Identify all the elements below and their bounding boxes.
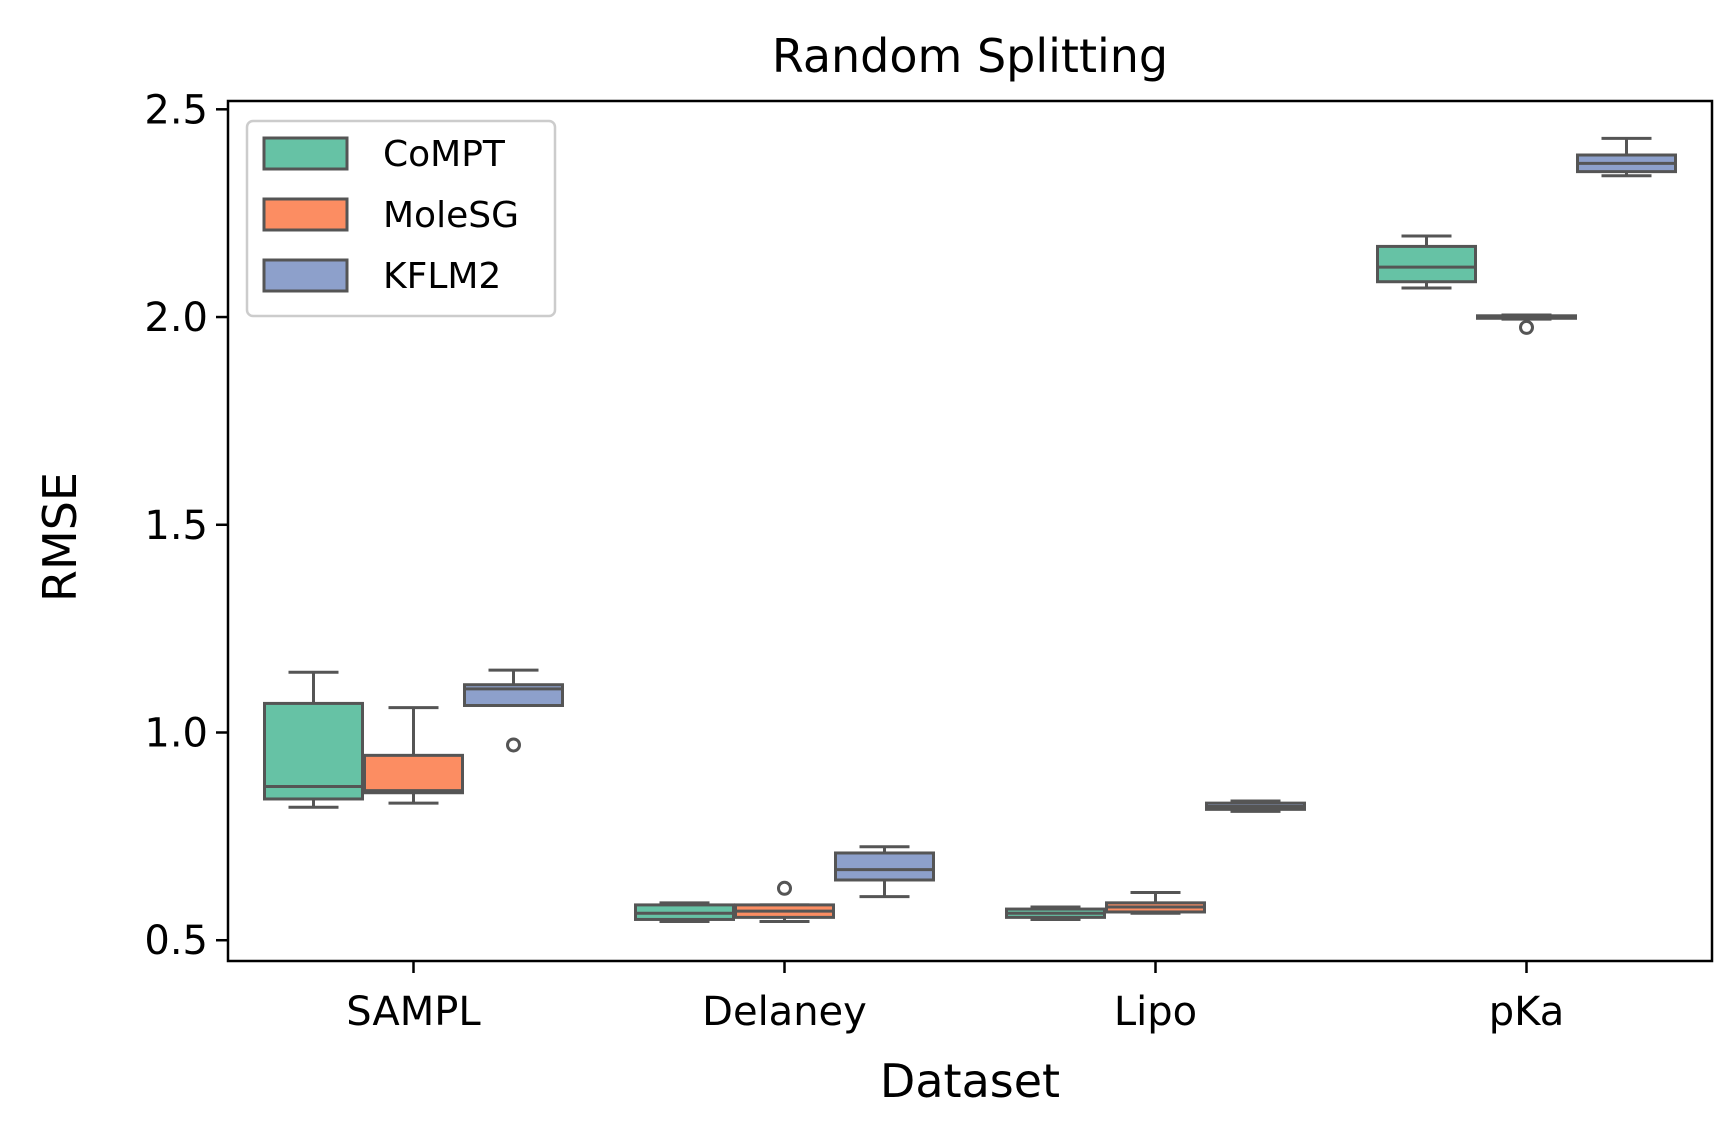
x-tick-label: SAMPL (346, 989, 481, 1035)
legend-swatch (262, 258, 349, 293)
x-tick-label: Lipo (1114, 989, 1197, 1035)
box-compt-sampl (263, 670, 364, 809)
outlier-point (1519, 319, 1534, 335)
box-body (363, 753, 464, 795)
y-tick-label: 0.5 (144, 918, 208, 964)
box-molesg-delaney (734, 880, 835, 924)
box-molesg-pka (1476, 313, 1577, 335)
y-tick-label: 1.0 (144, 710, 208, 756)
box-kflm2-pka (1576, 136, 1677, 178)
x-axis: SAMPL Delaney Lipo pKa (346, 961, 1564, 1035)
box-kflm2-sampl (463, 668, 564, 753)
x-tick-label: pKa (1489, 989, 1564, 1035)
legend-swatch (262, 136, 349, 171)
box-kflm2-delaney (834, 845, 935, 899)
box-body (263, 701, 364, 801)
box-compt-delaney (634, 901, 735, 924)
box-compt-lipo (1005, 905, 1106, 921)
y-tick-label: 1.5 (144, 503, 208, 549)
box-body (1376, 244, 1477, 284)
outlier-point (506, 737, 521, 753)
x-axis-title: Dataset (880, 1054, 1060, 1108)
legend-item-compt: CoMPT (262, 134, 506, 175)
plot-area (263, 136, 1677, 924)
legend-item-molesg: MoleSG (262, 195, 519, 236)
box-kflm2-lipo (1205, 799, 1306, 813)
box-molesg-lipo (1105, 890, 1206, 915)
box-body (834, 851, 935, 882)
y-tick-label: 2.5 (144, 87, 208, 133)
legend-label: MoleSG (383, 195, 519, 236)
y-axis: 0.5 1.0 1.5 2.0 2.5 (144, 87, 228, 964)
x-tick-label: Delaney (702, 989, 867, 1035)
legend-swatch (262, 197, 349, 232)
box-molesg-sampl (363, 706, 464, 805)
outlier-point (777, 880, 792, 896)
legend-label: CoMPT (383, 134, 506, 175)
y-tick-label: 2.0 (144, 295, 208, 341)
box-compt-pka (1376, 234, 1477, 290)
plot-frame (226, 99, 1714, 963)
legend-label: KFLM2 (383, 256, 501, 297)
y-axis-title: RMSE (33, 472, 87, 602)
legend: CoMPT MoleSG KFLM2 (245, 119, 557, 318)
legend-item-kflm2: KFLM2 (262, 256, 501, 297)
chart-title: Random Splitting (772, 29, 1168, 83)
